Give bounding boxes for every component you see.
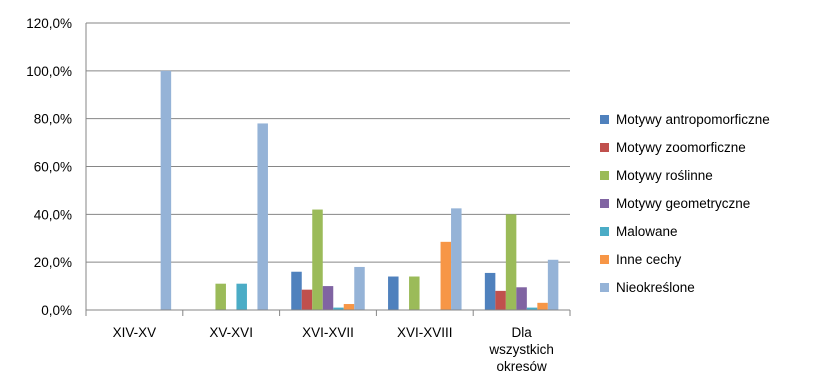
legend-swatch xyxy=(600,115,609,124)
bar xyxy=(484,272,496,310)
bar xyxy=(409,276,420,310)
y-tick-label: 40,0% xyxy=(34,207,72,222)
x-tick-label: XIV-XV xyxy=(113,325,157,340)
gridlines xyxy=(86,22,570,311)
bar xyxy=(440,241,452,310)
y-tick-label: 120,0% xyxy=(26,16,72,31)
y-tick-label: 60,0% xyxy=(34,160,72,175)
legend-label: Motywy roślinne xyxy=(616,168,713,183)
y-tick-label: 100,0% xyxy=(26,64,72,79)
bar xyxy=(236,283,247,310)
x-tick-label: Dla wszystkich okresów xyxy=(488,325,554,374)
bar xyxy=(301,289,313,310)
bar xyxy=(322,286,334,310)
bar xyxy=(312,209,323,310)
x-tick-label: XV-XVI xyxy=(209,325,253,340)
bar xyxy=(495,290,506,310)
bar xyxy=(257,123,268,310)
bar xyxy=(354,266,365,310)
legend-swatch xyxy=(600,143,609,152)
legend-label: Malowane xyxy=(616,224,678,239)
legend-swatch xyxy=(600,199,609,208)
legend-swatch xyxy=(600,283,609,292)
legend-swatch xyxy=(600,255,609,264)
legend-label: Motywy zoomorficzne xyxy=(616,140,746,155)
bars xyxy=(160,70,559,310)
legend-label: Motywy antropomorficzne xyxy=(616,112,770,127)
y-tick-label: 0,0% xyxy=(41,303,72,318)
x-tick-label: XVI-XVIII xyxy=(397,325,453,340)
y-tick-label: 20,0% xyxy=(34,255,72,270)
legend-label: Motywy geometryczne xyxy=(616,196,750,211)
bar xyxy=(388,276,399,310)
bar xyxy=(291,271,302,310)
legend-swatch xyxy=(600,171,609,180)
bar xyxy=(160,70,172,310)
legend-label: Inne cechy xyxy=(616,252,682,267)
legend-swatch xyxy=(600,227,609,236)
bar xyxy=(537,302,548,310)
bar xyxy=(333,307,344,310)
axes xyxy=(85,23,571,316)
axis-labels: 0,0% 20,0% 40,0% 60,0% 80,0% 100,0% 120,0% XIV-… xyxy=(26,16,554,374)
legend-label: Nieokreślone xyxy=(616,280,695,295)
bar xyxy=(215,283,226,310)
bar xyxy=(526,307,538,310)
bar xyxy=(516,287,527,310)
x-tick-label: XVI-XVII xyxy=(302,325,354,340)
bar xyxy=(343,304,355,310)
bar xyxy=(505,214,517,310)
y-tick-label: 80,0% xyxy=(34,112,72,127)
legend: Motywy antropomorficzne Motywy zoomorficz… xyxy=(600,112,770,295)
bar xyxy=(451,208,462,310)
bar xyxy=(547,259,559,310)
